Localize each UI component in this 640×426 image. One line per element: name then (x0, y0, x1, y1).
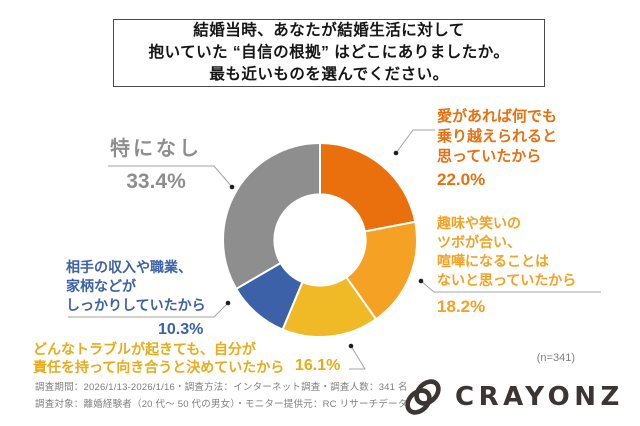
callout-none-value: 33.4% (126, 170, 186, 193)
leader-dot-none (229, 184, 235, 190)
sample-size-note: (n=341) (536, 352, 575, 364)
callout-income-label: 相手の収入や職業、 家柄などが しっかりしていたから (66, 259, 206, 313)
leader-line-responsibility (349, 345, 366, 370)
leader-line-income (68, 302, 229, 318)
callout-responsibility-value: 16.1% (295, 357, 341, 374)
brand-logo: CRAYONZ (401, 376, 624, 418)
callout-love-value: 22.0% (437, 170, 486, 189)
callout-none-label: 特になし (110, 138, 202, 160)
callout-love-label: 愛があれば何でも 乗り越えられると 思っていたから (437, 108, 558, 165)
callout-humor-value: 18.2% (437, 297, 486, 316)
leader-dot-responsibility (348, 343, 354, 349)
leader-dot-love (393, 150, 399, 156)
leader-line-humor (420, 280, 601, 293)
callout-humor-label: 趣味や笑いの ツボが合い、 喧嘩になることは ないと思っていたから (437, 215, 577, 288)
survey-methodology-note: 調査期間：2026/1/13-2026/1/16・調査方法：インターネット調査・… (35, 382, 408, 410)
leader-dot-income (225, 300, 231, 306)
donut-slice-none (222, 141, 321, 291)
callout-none: 特になし 33.4% (100, 137, 212, 194)
crayonz-logo-icon (405, 379, 441, 415)
survey-question-title: 結婚当時、あなたが結婚生活に対して 抱いていた “自信の根拠” はどこにありまし… (148, 22, 510, 83)
callout-responsibility-label: どんなトラブルが起きても、自分が 責任を持って向き合うと決めていたから (33, 341, 285, 375)
brand-wordmark: CRAYONZ (455, 382, 624, 412)
leader-line-love (395, 129, 435, 154)
callout-income-value: 10.3% (158, 321, 204, 338)
leader-line-none (108, 165, 233, 188)
title-box: 結婚当時、あなたが結婚生活に対して 抱いていた “自信の根拠” はどこにありまし… (113, 19, 545, 87)
leader-dot-humor (418, 278, 424, 284)
donut-slice-love (319, 141, 417, 233)
